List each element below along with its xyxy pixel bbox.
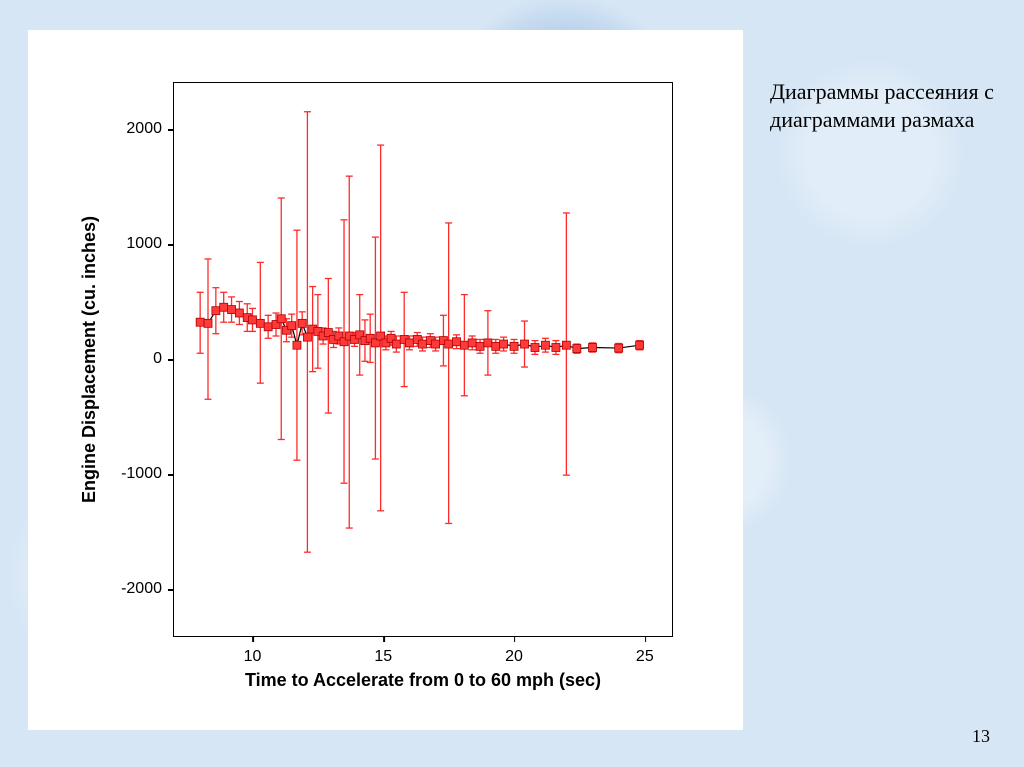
y-tick: -2000 [121, 580, 174, 598]
y-axis-label-text: Engine Displacement (cu. inches) [80, 216, 101, 503]
y-tick: -1000 [121, 465, 174, 483]
chart-svg [174, 83, 671, 635]
x-tick: 15 [374, 636, 392, 666]
x-tick: 10 [244, 636, 262, 666]
x-tick: 20 [505, 636, 523, 666]
chart-panel: Engine Displacement (cu. inches) -2000-1… [28, 30, 743, 730]
y-tick: 2000 [126, 120, 174, 138]
y-tick: 0 [153, 350, 174, 368]
slide-caption: Диаграммы рассеяния с диаграммами размах… [770, 78, 1000, 133]
page-number: 13 [972, 726, 990, 747]
x-axis-label: Time to Accelerate from 0 to 60 mph (sec… [173, 670, 673, 691]
y-axis-label: Engine Displacement (cu. inches) [78, 82, 102, 637]
x-tick: 25 [636, 636, 654, 666]
slide-container: Engine Displacement (cu. inches) -2000-1… [0, 0, 1024, 767]
y-tick: 1000 [126, 235, 174, 253]
plot-area: -2000-100001000200010152025 [173, 82, 673, 637]
